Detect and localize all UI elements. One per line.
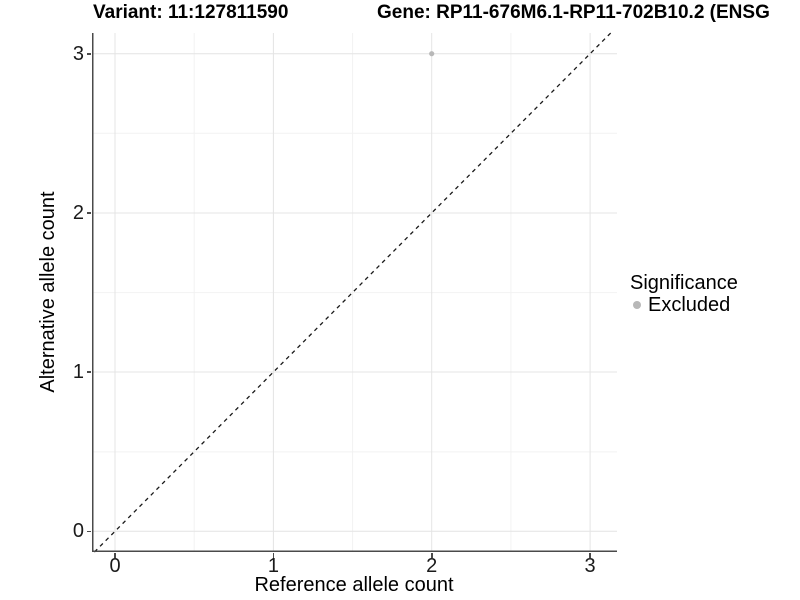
x-tick-label-1: 1 — [267, 555, 279, 577]
x-axis-title: Reference allele count — [254, 574, 454, 596]
y-tick-label-0: 0 — [72, 520, 84, 542]
x-tick-2 — [431, 553, 433, 558]
legend-item-label: Excluded — [648, 294, 731, 316]
y-tick-label-1: 1 — [72, 361, 84, 383]
y-axis-title: Alternative allele count — [37, 191, 59, 393]
legend: Significance Excluded — [630, 272, 738, 316]
y-tick-2 — [86, 212, 91, 214]
x-tick-label-3: 3 — [584, 555, 596, 577]
legend-title: Significance — [630, 272, 738, 294]
x-tick-label-0: 0 — [109, 555, 121, 577]
x-tick-label-2: 2 — [426, 555, 438, 577]
legend-item-excluded: Excluded — [630, 294, 738, 316]
plot-panel-svg — [92, 32, 617, 553]
x-tick-0 — [114, 553, 116, 558]
excluded-point-icon — [633, 301, 641, 309]
identity-line — [93, 32, 612, 553]
data-point — [429, 51, 435, 57]
x-tick-1 — [272, 553, 275, 558]
gene-title: Gene: RP11-676M6.1-RP11-702B10.2 (ENSG — [377, 2, 770, 23]
x-tick-3 — [589, 553, 591, 558]
variant-title: Variant: 11:127811590 — [93, 2, 289, 23]
y-tick-label-3: 3 — [72, 43, 84, 65]
y-tick-3 — [86, 53, 91, 55]
grid-minor — [92, 33, 617, 552]
y-tick-0 — [86, 530, 91, 533]
y-tick-label-2: 2 — [72, 202, 84, 224]
grid-major — [92, 33, 617, 552]
y-tick-1 — [86, 371, 91, 373]
